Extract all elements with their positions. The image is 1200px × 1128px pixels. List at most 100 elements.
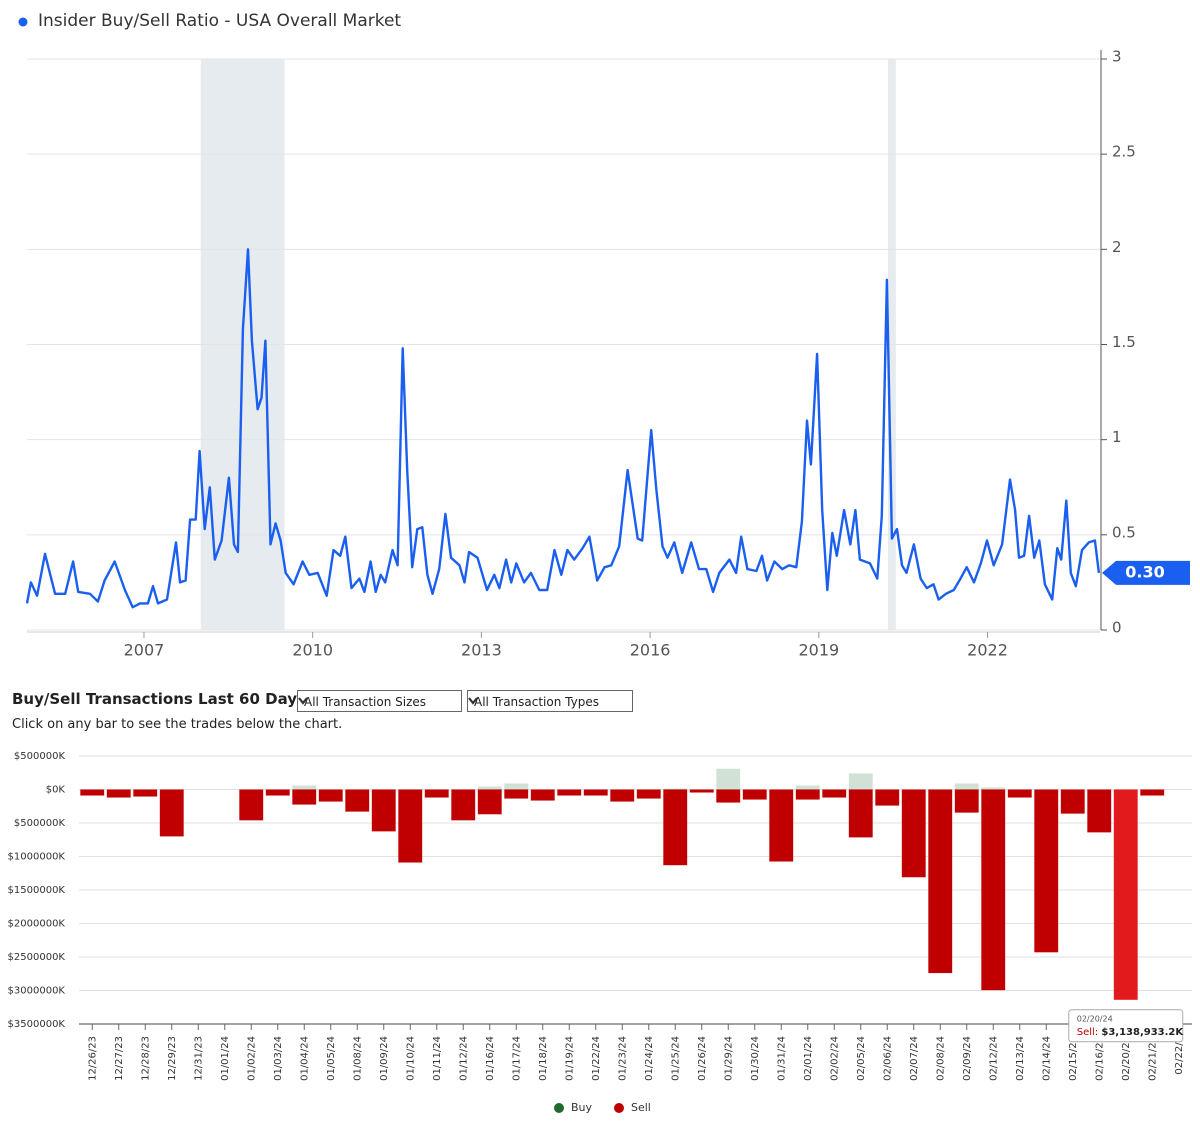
x-tick-label: 01/08/24 [352, 1036, 363, 1081]
bar [530, 789, 555, 801]
size-dropdown[interactable]: All Transaction Sizes [297, 690, 462, 712]
bar [106, 789, 131, 798]
x-tick-label: 2010 [292, 641, 333, 660]
x-tick-label: 01/22/24 [591, 1036, 602, 1081]
bar [981, 787, 1006, 790]
tooltip: 02/20/24 Sell: $3,138,933.2K [1068, 1009, 1184, 1043]
tooltip-box [1068, 1009, 1184, 1043]
bar [557, 789, 582, 796]
x-tick-label: 01/26/24 [697, 1036, 708, 1081]
x-tick-label: 2013 [461, 641, 502, 660]
x-tick-label: 01/11/24 [432, 1036, 443, 1081]
bar [80, 789, 105, 796]
legend-label: Buy [571, 1101, 593, 1114]
bar [477, 786, 502, 790]
x-tick-label: 12/28/23 [140, 1036, 151, 1081]
legend-label: Insider Buy/Sell Ratio - USA Overall Mar… [38, 11, 401, 31]
x-tick-label: 01/17/24 [511, 1036, 522, 1081]
x-tick-label: 01/09/24 [379, 1036, 390, 1081]
bar [848, 789, 873, 838]
x-tick-label: 02/01/24 [803, 1036, 814, 1081]
x-tick-label: 02/21/24 [1147, 1036, 1158, 1081]
x-tick-label: 01/10/24 [405, 1036, 416, 1081]
bar [398, 789, 423, 863]
x-tick-label: 2019 [798, 641, 839, 660]
x-tick-label: 02/02/24 [829, 1036, 840, 1081]
x-tick-label: 01/24/24 [644, 1036, 655, 1081]
x-tick-label: 01/16/24 [485, 1036, 496, 1081]
x-tick-label: 02/20/24 [1121, 1036, 1132, 1081]
x-tick-label: 01/05/24 [326, 1036, 337, 1081]
bar [848, 773, 873, 790]
bar [822, 789, 847, 798]
y-tick-label: $500000K [14, 751, 66, 762]
bar [663, 789, 688, 866]
x-tick-label: 01/31/24 [776, 1036, 787, 1081]
bar [504, 783, 529, 790]
y-tick-label: 2 [1112, 238, 1122, 256]
x-tick-label: 01/04/24 [299, 1036, 310, 1081]
y-tick-label: 0.5 [1112, 523, 1136, 541]
bar [451, 789, 476, 821]
bar [159, 789, 184, 837]
ratio-line [25, 248, 1101, 609]
x-tick-label: 02/12/24 [988, 1036, 999, 1081]
x-tick-label: 12/27/23 [114, 1036, 125, 1081]
bar [928, 789, 953, 974]
bar [981, 789, 1006, 991]
x-tick-label: 01/25/24 [670, 1036, 681, 1081]
y-tick-label: $2000000K [8, 919, 66, 930]
y-tick-label: $3500000K [8, 1019, 66, 1030]
bar [875, 789, 900, 806]
tooltip-date: 02/20/24 [1077, 1014, 1113, 1023]
x-tick-label: 01/23/24 [617, 1036, 628, 1081]
bar [716, 768, 741, 790]
y-tick-label: 3 [1112, 48, 1122, 66]
bar [371, 789, 396, 832]
y-tick-label: 1 [1112, 428, 1122, 446]
bar [133, 789, 158, 797]
bar [477, 789, 502, 815]
bar [636, 789, 661, 799]
bar [795, 789, 820, 800]
bar [1060, 789, 1085, 814]
x-tick-label: 01/02/24 [246, 1036, 257, 1081]
chart-title: Buy/Sell Transactions Last 60 Days [12, 690, 306, 708]
x-tick-label: 02/09/24 [962, 1036, 973, 1081]
bar [610, 789, 635, 802]
y-tick-label: 1.5 [1112, 333, 1136, 351]
bar [1007, 789, 1032, 798]
x-tick-label: 01/19/24 [564, 1036, 575, 1081]
y-tick-label: 0 [1112, 619, 1122, 637]
x-tick-label: 12/29/23 [167, 1036, 178, 1081]
legend-dot [554, 1103, 564, 1113]
x-tick-label: 02/05/24 [856, 1036, 867, 1081]
x-tick-label: 12/31/23 [193, 1036, 204, 1081]
x-tick-label: 02/16/24 [1094, 1036, 1105, 1081]
dropdown-label: All Transaction Sizes [304, 695, 427, 709]
x-tick-label: 12/26/23 [87, 1036, 98, 1081]
x-tick-label: 02/15/24 [1068, 1036, 1079, 1081]
legend-dot [614, 1103, 624, 1113]
bar [424, 789, 449, 798]
x-tick-label: 2016 [630, 641, 671, 660]
bar [318, 789, 343, 802]
bar [689, 789, 714, 793]
type-dropdown[interactable]: All Transaction Types [467, 690, 633, 712]
bar [292, 789, 317, 805]
bar [504, 789, 529, 799]
bar [1034, 789, 1059, 953]
bar [901, 789, 926, 878]
bar [1087, 789, 1112, 833]
bar [583, 789, 608, 796]
x-tick-label: 01/30/24 [750, 1036, 761, 1081]
x-tick-label: 02/22/2 [1174, 1036, 1185, 1075]
x-tick-label: 2007 [124, 641, 165, 660]
x-tick-label: 01/01/24 [220, 1036, 231, 1081]
bar [1113, 789, 1138, 1000]
legend-dot [18, 17, 28, 27]
bar [954, 783, 979, 790]
bar [345, 789, 370, 812]
x-tick-label: 01/29/24 [723, 1036, 734, 1081]
